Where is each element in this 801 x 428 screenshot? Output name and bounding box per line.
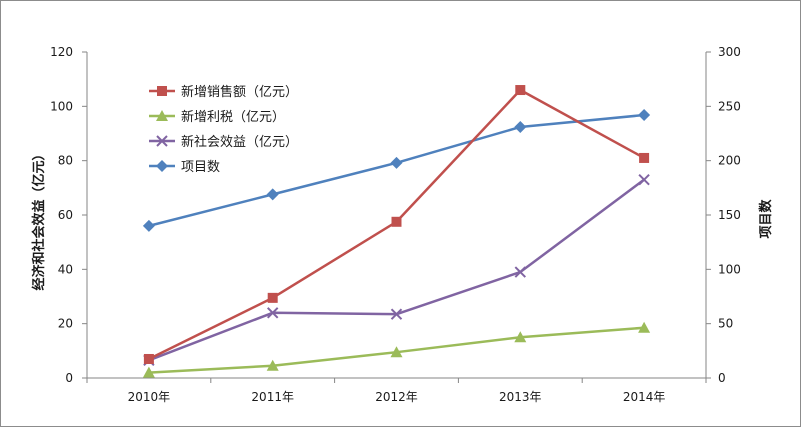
data-point xyxy=(514,120,527,133)
legend: 新增销售额（亿元） 新增利税（亿元） 新社会效益（亿元） 项目数 xyxy=(149,84,298,175)
data-point xyxy=(515,85,526,96)
data-point xyxy=(638,321,651,333)
left-tick-label: 20 xyxy=(58,317,73,331)
legend-label: 新社会效益（亿元） xyxy=(181,134,298,150)
x-tick-label: 2010年 xyxy=(128,390,171,404)
data-point xyxy=(638,173,650,186)
data-point xyxy=(142,219,155,232)
data-point xyxy=(390,308,403,320)
left-tick-label: 0 xyxy=(65,371,73,385)
data-point xyxy=(514,331,527,343)
x-tick-label: 2012年 xyxy=(375,390,418,404)
data-point xyxy=(391,216,402,227)
right-axis-ticks: 0 50 100 150 200 250 300 xyxy=(706,45,741,385)
legend-marker xyxy=(156,160,168,172)
data-point xyxy=(266,359,279,371)
data-point xyxy=(638,109,651,122)
left-axis-ticks: 0 20 40 60 80 100 120 xyxy=(50,45,87,385)
legend-item: 项目数 xyxy=(149,160,220,175)
series-2 xyxy=(142,321,651,378)
data-point xyxy=(266,188,279,201)
y2-axis-title: 项目数 xyxy=(758,199,774,239)
legend-label: 新增利税（亿元） xyxy=(181,109,285,125)
legend-marker xyxy=(156,110,168,121)
right-tick-label: 150 xyxy=(718,208,741,222)
legend-item: 新增利税（亿元） xyxy=(149,109,285,125)
left-tick-label: 100 xyxy=(50,99,73,113)
legend-label: 新增销售额（亿元） xyxy=(181,84,298,100)
series-3 xyxy=(143,173,650,367)
data-point xyxy=(639,152,650,163)
series-line xyxy=(148,113,645,228)
legend-label: 项目数 xyxy=(181,160,220,175)
series-1 xyxy=(143,85,650,364)
y-axis-title: 经济和社会效益（亿元） xyxy=(31,147,47,290)
data-point xyxy=(266,307,279,319)
legend-item: 新增销售额（亿元） xyxy=(149,84,298,100)
right-tick-label: 50 xyxy=(718,317,733,331)
x-tick-label: 2011年 xyxy=(251,390,294,404)
data-point xyxy=(514,266,527,278)
left-tick-label: 80 xyxy=(58,154,73,168)
data-point xyxy=(267,292,278,303)
x-axis-ticks: 2010年 2011年 2012年 2013年 2014年 xyxy=(86,378,707,404)
left-tick-label: 60 xyxy=(58,208,73,222)
series-4 xyxy=(142,109,651,232)
data-point xyxy=(143,353,154,364)
data-point xyxy=(142,366,155,378)
data-point xyxy=(390,346,403,358)
right-tick-label: 250 xyxy=(718,99,741,113)
data-point xyxy=(390,156,403,169)
legend-marker xyxy=(157,86,167,96)
right-tick-label: 100 xyxy=(718,262,741,276)
legend-item: 新社会效益（亿元） xyxy=(149,134,298,150)
legend-marker xyxy=(156,135,168,147)
right-tick-label: 200 xyxy=(718,154,741,168)
x-tick-label: 2014年 xyxy=(623,390,666,404)
right-tick-label: 0 xyxy=(718,371,726,385)
left-tick-label: 120 xyxy=(50,45,73,59)
left-tick-label: 40 xyxy=(58,262,73,276)
series-group xyxy=(142,85,651,378)
x-tick-label: 2013年 xyxy=(499,390,542,404)
right-tick-label: 300 xyxy=(718,45,741,59)
